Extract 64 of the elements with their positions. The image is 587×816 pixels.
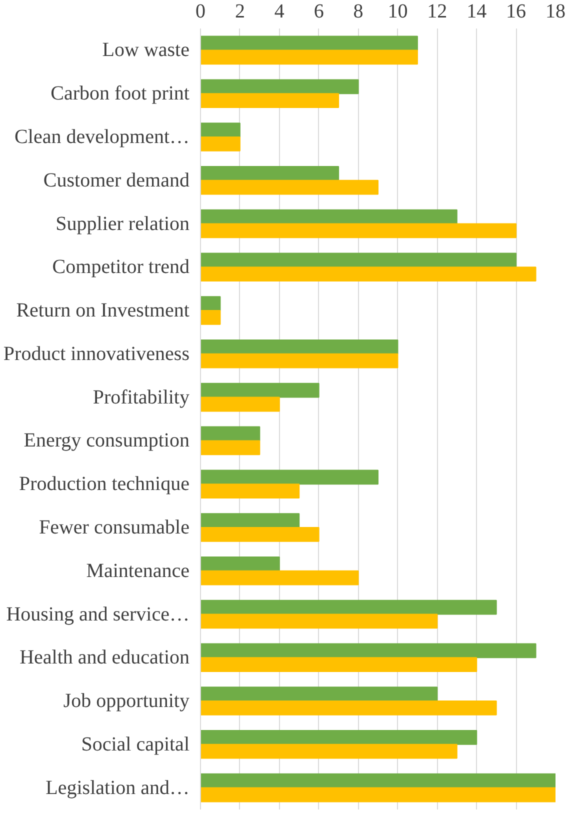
bar (200, 122, 240, 138)
bar (200, 614, 438, 629)
x-tick-label: 16 (506, 0, 526, 22)
bar (200, 470, 378, 485)
bar (200, 700, 497, 716)
x-tick-label: 6 (314, 0, 324, 22)
x-tick-label: 12 (427, 0, 448, 22)
bar (200, 353, 398, 368)
bar (200, 484, 300, 498)
bar (200, 730, 478, 745)
y-tick-label: Legislation and… (46, 776, 190, 799)
bar (200, 79, 359, 94)
bar (200, 166, 340, 181)
x-tick-label: 18 (546, 0, 566, 22)
x-tick-label: 0 (196, 0, 206, 22)
bar (200, 396, 280, 412)
bar (200, 209, 458, 224)
y-tick-label: Fewer consumable (38, 516, 190, 538)
bar (200, 513, 300, 528)
bar (200, 657, 478, 672)
bar (200, 643, 536, 658)
y-tick-label: Low waste (102, 39, 190, 62)
y-tick-label: Profitability (92, 386, 190, 408)
y-tick-label: Production technique (18, 473, 190, 496)
y-tick-label: Product innovativeness (3, 342, 190, 365)
bar (200, 744, 458, 759)
bar (200, 310, 221, 325)
y-tick-label: Carbon foot print (50, 82, 190, 105)
bar (200, 440, 260, 456)
bar (200, 223, 517, 238)
bar (200, 36, 418, 51)
bar (200, 93, 340, 108)
bar (200, 266, 536, 282)
y-tick-label: Energy consumption (24, 430, 190, 452)
bar (200, 686, 438, 702)
bar (200, 526, 320, 542)
bar (200, 556, 280, 572)
x-tick-label: 2 (234, 0, 245, 22)
bar (200, 340, 398, 354)
y-tick-label: Health and education (20, 646, 190, 669)
x-tick-label: 8 (353, 0, 364, 22)
y-tick-label: Customer demand (43, 169, 190, 192)
x-tick-label: 4 (274, 0, 284, 22)
bar (200, 773, 556, 788)
y-tick-label: Clean development… (14, 126, 190, 148)
bar (200, 570, 359, 586)
y-tick-label: Housing and service… (6, 603, 190, 626)
bar (200, 600, 497, 615)
bar (200, 382, 320, 398)
bar (200, 426, 260, 442)
bar (200, 296, 221, 312)
y-tick-label: Return on Investment (16, 300, 190, 322)
bar (200, 50, 418, 65)
y-tick-label: Competitor trend (52, 256, 190, 278)
y-tick-label: Supplier relation (56, 212, 190, 235)
bar (200, 136, 240, 152)
y-tick-label: Social capital (81, 733, 190, 756)
x-tick-label: 14 (466, 0, 487, 22)
y-tick-label: Job opportunity (63, 690, 190, 712)
x-tick-label: 10 (388, 0, 408, 22)
bar (200, 252, 517, 268)
y-tick-label: Maintenance (86, 560, 190, 582)
bar (200, 787, 556, 802)
bar (200, 180, 378, 195)
